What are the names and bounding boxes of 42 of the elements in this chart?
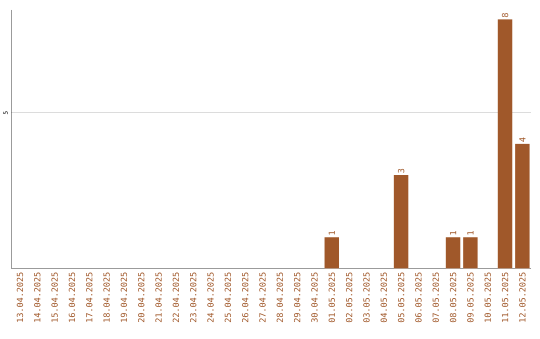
x-tick-label: 23.04.2025 <box>190 272 196 322</box>
bar <box>515 144 530 268</box>
x-tick-label: 30.04.2025 <box>311 272 318 322</box>
x-tick-label: 02.05.2025 <box>346 272 352 322</box>
x-tick-label: 19.04.2025 <box>120 272 128 322</box>
data-label: 3 <box>398 168 404 173</box>
x-tick-label: 25.04.2025 <box>224 272 232 322</box>
x-tick-label: 20.04.2025 <box>138 272 144 322</box>
x-tick-label: 08.05.2025 <box>450 272 456 322</box>
data-label: 1 <box>450 230 456 234</box>
data-label: 1 <box>328 230 335 234</box>
x-tick-label: 13.04.2025 <box>16 272 24 322</box>
data-label: 4 <box>519 137 526 142</box>
bar <box>498 19 512 268</box>
x-tick-label: 22.04.2025 <box>172 272 180 322</box>
x-tick-label: 06.05.2025 <box>415 272 422 322</box>
bar <box>324 237 340 268</box>
x-tick-label: 09.05.2025 <box>467 272 474 322</box>
x-tick-label: 03.05.2025 <box>363 272 370 322</box>
x-tick-label: 21.04.2025 <box>155 272 162 322</box>
x-tick-label: 24.04.2025 <box>207 272 214 322</box>
bar <box>446 237 460 268</box>
x-tick-label: 05.05.2025 <box>398 272 404 322</box>
x-tick-label: 15.04.2025 <box>51 272 58 322</box>
x-tick-label: 04.05.2025 <box>380 272 387 322</box>
x-tick-label: 26.04.2025 <box>242 272 248 322</box>
x-tick-label: 28.04.2025 <box>276 272 284 322</box>
x-tick-label: 07.05.2025 <box>432 272 439 322</box>
x-tick-label: 16.04.2025 <box>68 272 76 322</box>
x-tick-label: 14.04.2025 <box>34 272 40 322</box>
data-label: 8 <box>502 12 508 17</box>
x-tick-label: 01.05.2025 <box>328 272 335 322</box>
x-tick-label: 18.04.2025 <box>103 272 110 322</box>
x-tick-label: 29.04.2025 <box>294 272 300 322</box>
x-tick-label: 27.04.2025 <box>259 272 266 322</box>
data-label: 1 <box>467 230 474 234</box>
bar <box>463 237 478 268</box>
x-tick-label: 11.05.2025 <box>502 272 508 322</box>
x-tick-label: 17.04.2025 <box>86 272 92 322</box>
bar <box>394 174 408 268</box>
x-tick-label: 12.05.2025 <box>519 272 526 322</box>
x-tick-label: 10.05.2025 <box>484 272 491 322</box>
